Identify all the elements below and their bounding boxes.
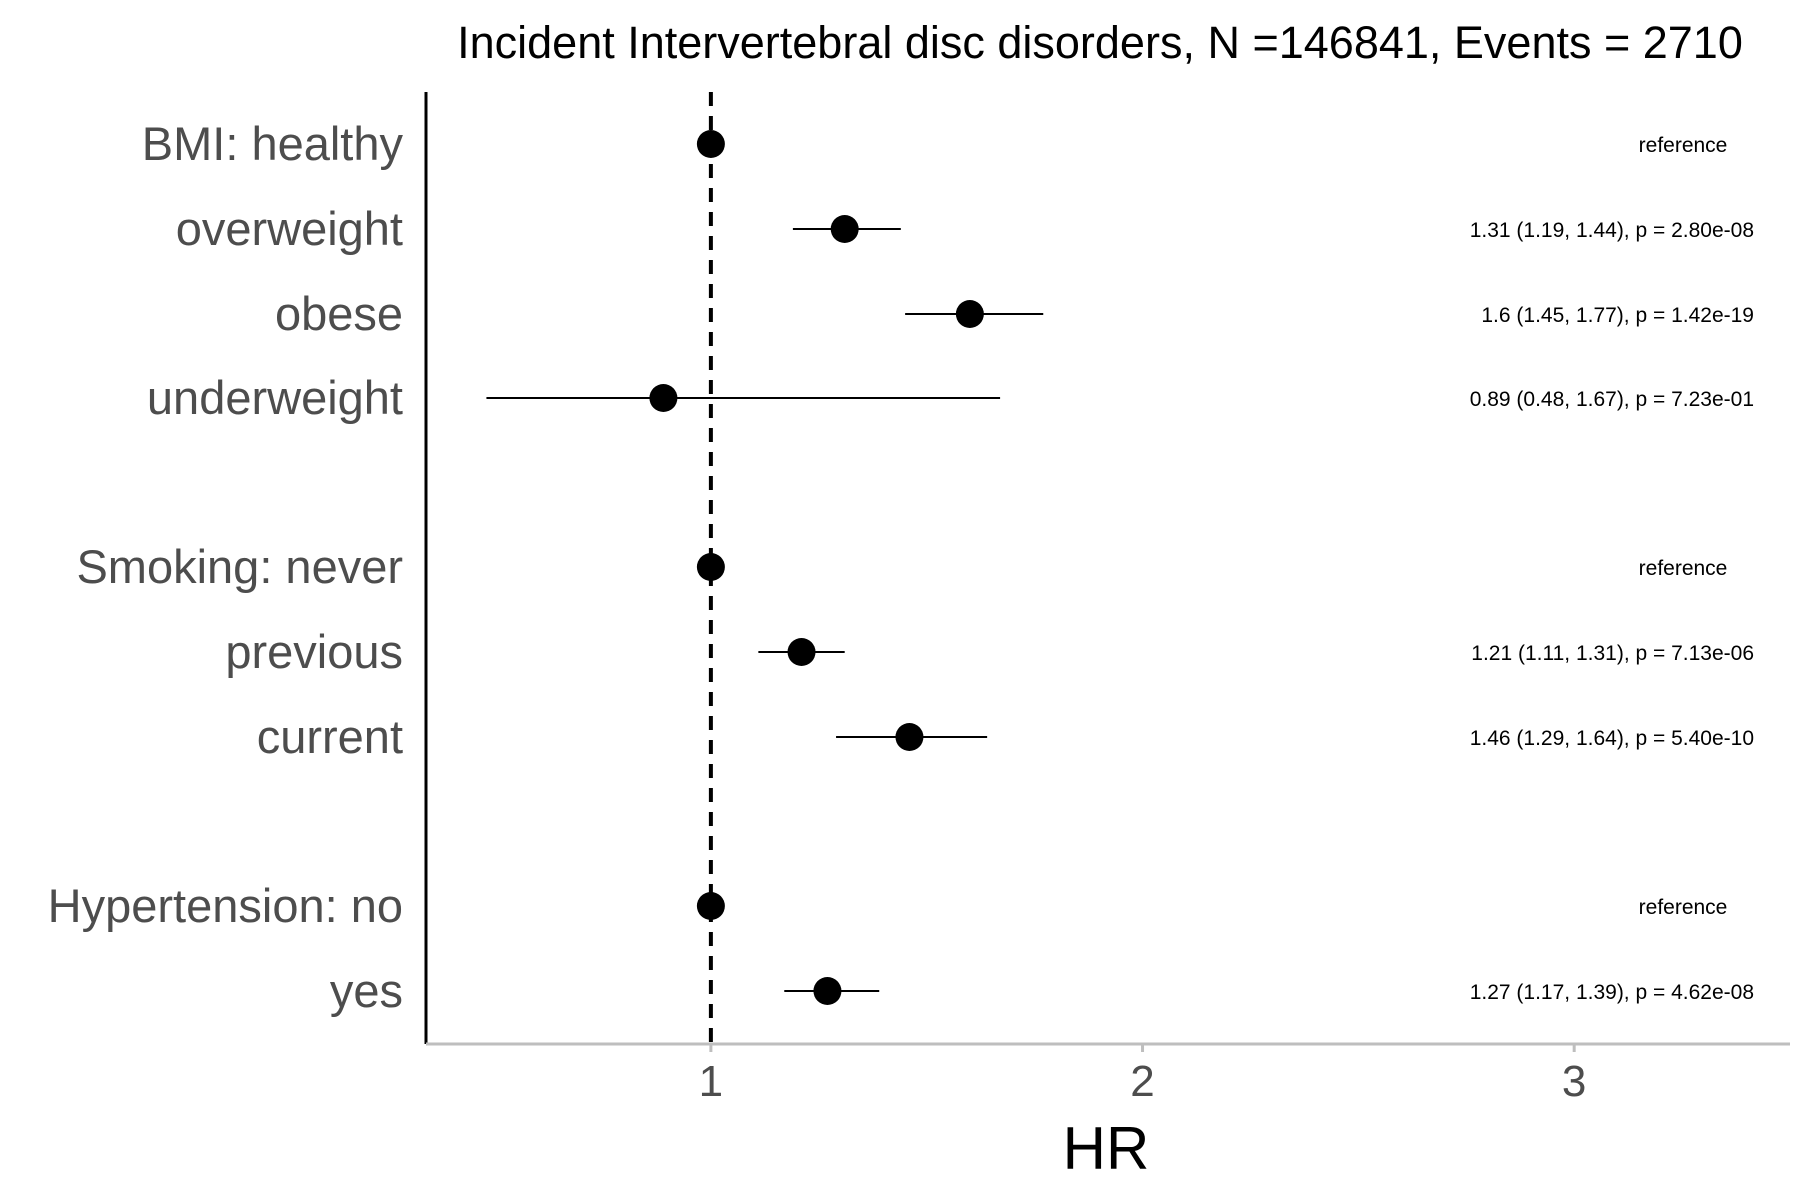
row-annotation: 1.46 (1.29, 1.64), p = 5.40e-10 <box>1470 727 1754 750</box>
forest-row: Smoking: never reference <box>76 540 1727 593</box>
row-label: obese <box>275 287 403 340</box>
row-annotation: 1.21 (1.11, 1.31), p = 7.13e-06 <box>1471 642 1754 665</box>
forest-row: current 1.46 (1.29, 1.64), p = 5.40e-10 <box>257 710 1754 763</box>
row-annotation: 1.31 (1.19, 1.44), p = 2.80e-08 <box>1470 219 1754 242</box>
row-label: overweight <box>176 202 403 255</box>
hr-point <box>955 300 984 328</box>
hr-point <box>813 977 842 1005</box>
row-annotation: reference <box>1639 896 1728 919</box>
x-ticks-layer: 1 2 3 <box>699 1044 1586 1106</box>
row-label: BMI: healthy <box>142 117 404 170</box>
row-label: current <box>257 710 403 763</box>
forest-row: obese 1.6 (1.45, 1.77), p = 1.42e-19 <box>275 287 1754 340</box>
forest-row: yes 1.27 (1.17, 1.39), p = 4.62e-08 <box>330 964 1754 1017</box>
row-annotation: 1.6 (1.45, 1.77), p = 1.42e-19 <box>1481 304 1754 327</box>
row-label: underweight <box>147 371 403 424</box>
row-annotation: reference <box>1639 557 1728 580</box>
row-annotation: 0.89 (0.48, 1.67), p = 7.23e-01 <box>1470 388 1754 411</box>
forest-row: Hypertension: no reference <box>48 879 1728 932</box>
row-annotation: reference <box>1639 134 1728 157</box>
chart-title: Incident Intervertebral disc disorders, … <box>457 17 1743 68</box>
forest-row: BMI: healthy reference <box>142 117 1728 170</box>
x-tick-label: 3 <box>1562 1057 1586 1106</box>
row-label: previous <box>225 625 403 678</box>
forest-row: previous 1.21 (1.11, 1.31), p = 7.13e-06 <box>225 625 1754 678</box>
forest-row: overweight 1.31 (1.19, 1.44), p = 2.80e-0… <box>176 202 1754 255</box>
hr-point <box>696 892 725 920</box>
x-tick-label: 2 <box>1130 1057 1154 1106</box>
hr-point <box>830 215 859 243</box>
hr-point <box>696 130 725 158</box>
hr-point <box>696 553 725 581</box>
hr-point <box>895 723 924 751</box>
x-axis-label: HR <box>1063 1115 1150 1182</box>
row-label: Smoking: never <box>76 540 403 593</box>
rows-layer: BMI: healthy reference overweight 1.31 (1.1… <box>48 117 1754 1017</box>
hr-point <box>649 384 678 412</box>
hr-point <box>787 638 816 666</box>
row-label: Hypertension: no <box>48 879 403 932</box>
row-label: yes <box>330 964 403 1017</box>
row-annotation: 1.27 (1.17, 1.39), p = 4.62e-08 <box>1470 981 1754 1004</box>
forest-row: underweight 0.89 (0.48, 1.67), p = 7.23e-… <box>147 371 1754 424</box>
x-tick-label: 1 <box>699 1057 723 1106</box>
